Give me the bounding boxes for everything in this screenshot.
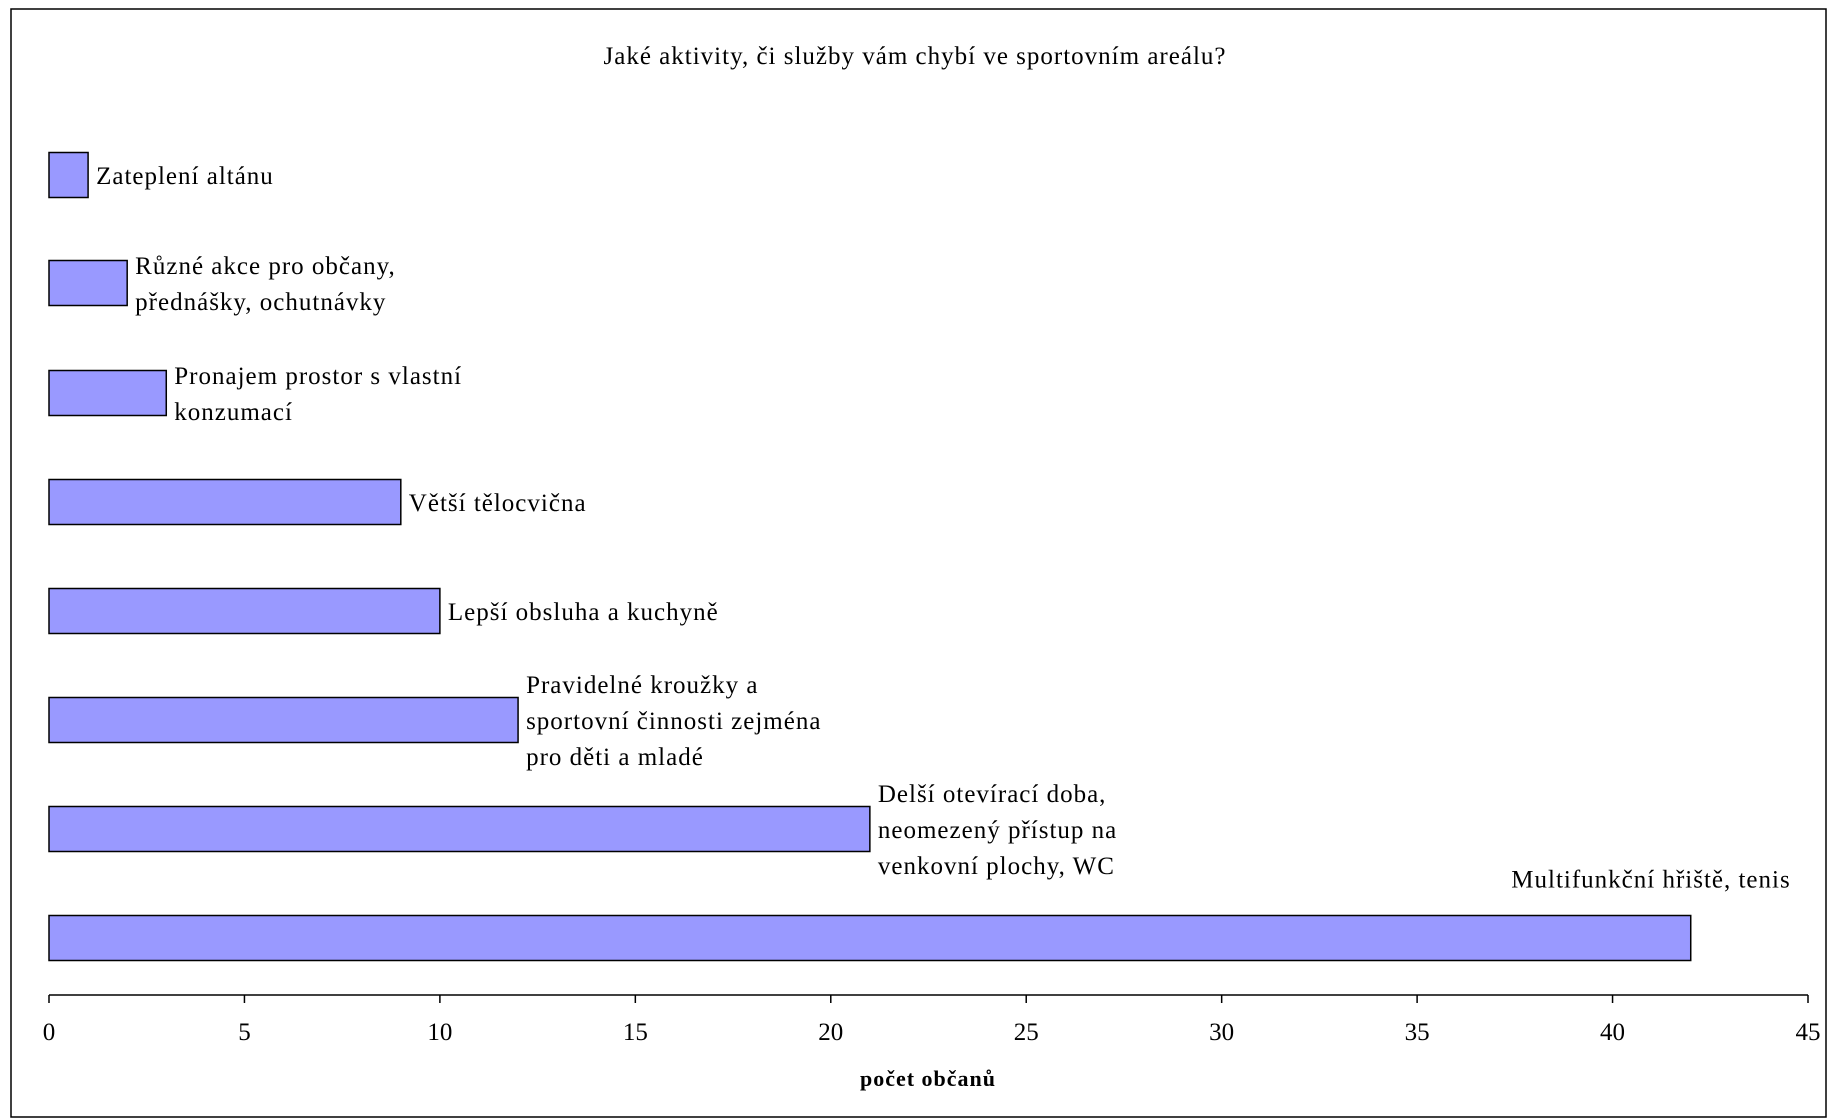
bar-label-line: venkovní plochy, WC	[878, 853, 1115, 880]
bar	[48, 369, 168, 417]
x-tick-label: 5	[238, 1019, 251, 1046]
bar-label: Zateplení altánu	[96, 163, 274, 190]
bar-labels-layer: Zateplení altánu Různé akce pro občany, př…	[96, 163, 1790, 894]
x-tick-label: 15	[623, 1019, 648, 1046]
bar	[48, 587, 441, 635]
bar-label: Multifunkční hřiště, tenis	[1511, 867, 1790, 894]
bar-label-line: konzumací	[174, 399, 293, 426]
bar	[48, 259, 128, 307]
bar-label-line: neomezený přístup na	[878, 817, 1117, 844]
bar-label-line: Pronajem prostor s vlastní	[174, 363, 462, 390]
bar-label: Lepší obsluha a kuchyně	[448, 599, 719, 626]
bar-label-line: Větší tělocvična	[409, 490, 587, 517]
x-tick-label: 40	[1600, 1019, 1625, 1046]
x-tick-label: 25	[1014, 1019, 1039, 1046]
x-tick-label: 0	[43, 1019, 56, 1046]
bar	[48, 478, 402, 526]
bar-label-line: Pravidelné kroužky a	[526, 672, 758, 699]
bar	[48, 151, 89, 199]
bar-label: Pronajem prostor s vlastní konzumací	[174, 363, 462, 426]
bar	[48, 914, 1692, 962]
bar-label-line: Různé akce pro občany,	[135, 253, 396, 280]
bar-label-line: Multifunkční hřiště, tenis	[1511, 867, 1790, 894]
x-axis-title: počet občanů	[860, 1066, 996, 1091]
bar-label: Pravidelné kroužky a sportovní činnosti z…	[526, 672, 821, 771]
bar-label: Delší otevírací doba, neomezený přístup n…	[878, 781, 1117, 880]
chart-title: Jaké aktivity, či služby vám chybí ve sp…	[604, 43, 1227, 70]
bar-label-line: Lepší obsluha a kuchyně	[448, 599, 719, 626]
bar-label-line: pro děti a mladé	[526, 744, 704, 771]
bar	[48, 696, 519, 744]
bar-label-line: Zateplení altánu	[96, 163, 274, 190]
bar-label-line: sportovní činnosti zejména	[526, 708, 821, 735]
x-tick-label: 10	[427, 1019, 452, 1046]
x-tick-label: 45	[1796, 1019, 1821, 1046]
bar	[48, 805, 871, 853]
bars-layer	[48, 151, 1692, 962]
x-tick-label: 35	[1405, 1019, 1430, 1046]
bar-label: Větší tělocvična	[409, 490, 587, 517]
x-axis: 0 5 10 15 20 25 30 35 40 45	[43, 994, 1821, 1046]
bar-label-line: Delší otevírací doba,	[878, 781, 1107, 808]
x-tick-label: 30	[1209, 1019, 1234, 1046]
x-tick-label: 20	[818, 1019, 843, 1046]
bar-label: Různé akce pro občany, přednášky, ochutná…	[135, 253, 396, 316]
bar-label-line: přednášky, ochutnávky	[135, 289, 386, 316]
